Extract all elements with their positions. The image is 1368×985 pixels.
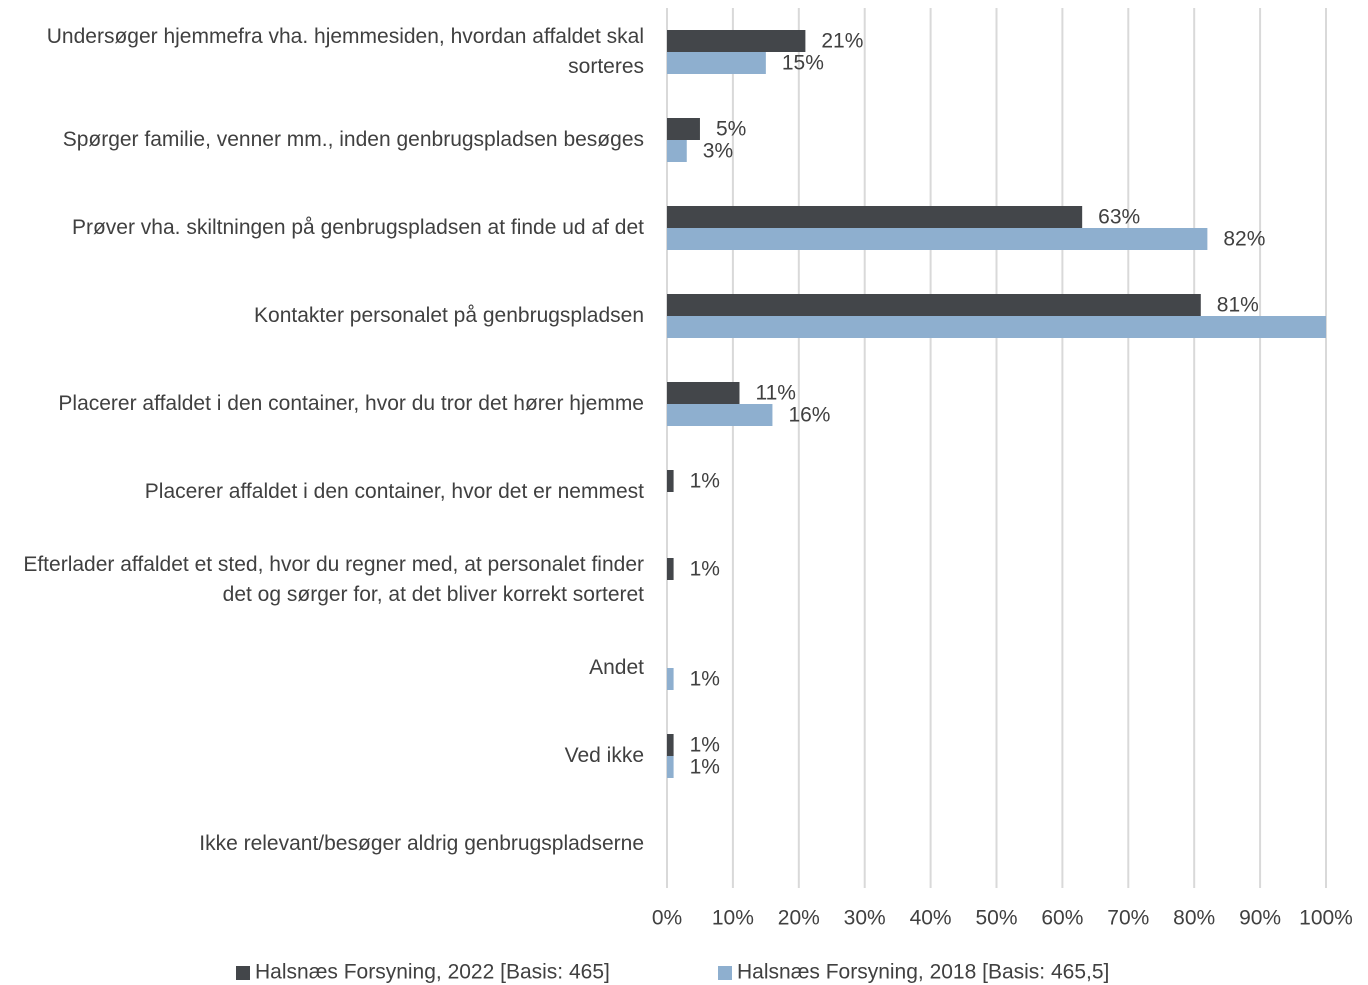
category-label: Undersøger hjemmefra vha. hjemmesiden, h… bbox=[46, 25, 644, 78]
value-label: 1% bbox=[690, 470, 720, 493]
bar bbox=[667, 668, 674, 690]
x-tick-label: 50% bbox=[975, 907, 1017, 930]
value-label: 1% bbox=[690, 756, 720, 779]
bar bbox=[667, 118, 700, 140]
category-label: Efterlader affaldet et sted, hvor du reg… bbox=[23, 553, 644, 606]
value-label: 11% bbox=[755, 382, 795, 405]
bar bbox=[667, 470, 674, 492]
x-tick-label: 30% bbox=[844, 907, 886, 930]
bar bbox=[667, 206, 1083, 228]
category-label: Ved ikke bbox=[564, 744, 644, 767]
category-label: Spørger familie, venner mm., inden genbr… bbox=[62, 128, 644, 151]
bar bbox=[667, 404, 773, 426]
value-label: 5% bbox=[716, 118, 746, 141]
bar bbox=[667, 558, 674, 580]
bar bbox=[667, 316, 1326, 338]
bar bbox=[667, 52, 766, 74]
value-label: 16% bbox=[788, 404, 830, 427]
x-tick-label: 40% bbox=[910, 907, 952, 930]
bar bbox=[667, 756, 674, 778]
value-label: 82% bbox=[1223, 228, 1265, 251]
bar bbox=[667, 294, 1201, 316]
category-label: Placerer affaldet i den container, hvor … bbox=[58, 392, 644, 415]
bar bbox=[667, 228, 1208, 250]
category-label: Prøver vha. skiltningen på genbrugsplads… bbox=[71, 216, 644, 239]
category-label: Placerer affaldet i den container, hvor … bbox=[144, 480, 644, 503]
x-tick-label: 0% bbox=[652, 907, 682, 930]
value-label: 21% bbox=[821, 30, 863, 53]
x-tick-label: 60% bbox=[1041, 907, 1083, 930]
legend-label: Halsnæs Forsyning, 2018 [Basis: 465,5] bbox=[737, 961, 1109, 984]
legend-label: Halsnæs Forsyning, 2022 [Basis: 465] bbox=[255, 961, 610, 984]
value-label: 1% bbox=[690, 668, 720, 691]
x-tick-label: 70% bbox=[1107, 907, 1149, 930]
bar bbox=[667, 734, 674, 756]
value-label: 63% bbox=[1098, 206, 1140, 229]
category-label: Ikke relevant/besøger aldrig genbrugspla… bbox=[199, 832, 644, 855]
legend-swatch bbox=[236, 966, 250, 980]
category-label: Andet bbox=[589, 656, 644, 679]
x-tick-label: 100% bbox=[1299, 907, 1353, 930]
x-tick-label: 10% bbox=[712, 907, 754, 930]
value-label: 1% bbox=[690, 558, 720, 581]
bar bbox=[667, 382, 740, 404]
category-label: Kontakter personalet på genbrugspladsen bbox=[254, 304, 644, 327]
value-label: 81% bbox=[1217, 294, 1259, 317]
value-label: 3% bbox=[703, 140, 733, 163]
legend-swatch bbox=[718, 966, 732, 980]
value-label: 1% bbox=[690, 734, 720, 757]
x-tick-label: 20% bbox=[778, 907, 820, 930]
bar bbox=[667, 30, 806, 52]
value-label: 15% bbox=[782, 52, 824, 75]
x-tick-label: 80% bbox=[1173, 907, 1215, 930]
x-tick-label: 90% bbox=[1239, 907, 1281, 930]
bar bbox=[667, 140, 687, 162]
